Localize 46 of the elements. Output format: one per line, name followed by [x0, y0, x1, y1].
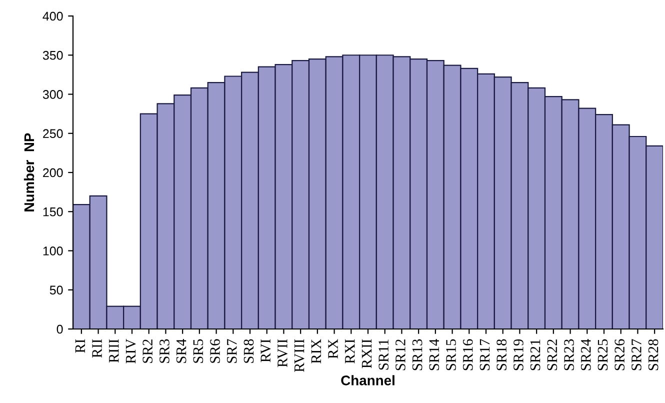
x-tick-label: RI [75, 339, 85, 353]
x-tick-label: RXII [362, 339, 372, 368]
y-tick-label: 350 [42, 50, 63, 60]
x-tick-label: SR21 [530, 340, 540, 370]
x-tick-label: SR16 [462, 339, 473, 370]
x-tick-label: SR13 [412, 339, 422, 370]
x-tick-label: SR11 [378, 340, 389, 370]
x-tick-label: SR23 [564, 339, 574, 370]
y-tick-label: 250 [43, 129, 63, 138]
x-tick-label: SR2 [142, 340, 153, 363]
x-tick-label: SR14 [429, 338, 440, 370]
y-tick-label: 50 [50, 286, 63, 295]
y-tick-label: 300 [42, 90, 63, 99]
x-tick-label: RIX [311, 338, 321, 364]
x-tick-label: SR25 [598, 339, 608, 370]
y-tick-label: 150 [43, 207, 63, 216]
y-tick-label: 100 [43, 246, 63, 256]
x-tick-label: SR6 [210, 339, 220, 363]
y-tick-label: 200 [43, 168, 63, 178]
y-axis-title: Number NP [24, 133, 34, 212]
x-tick-label: SR22 [547, 340, 558, 370]
x-tick-label: SR27 [632, 339, 642, 370]
x-tick-label: SR18 [496, 339, 507, 370]
x-tick-label: SR5 [193, 339, 204, 363]
y-tick-label: 0 [56, 324, 63, 334]
x-tick-label: SR19 [514, 339, 524, 370]
x-tick-label: SR7 [226, 339, 237, 363]
x-tick-label: RII [92, 339, 102, 358]
x-tick-label: SR3 [160, 339, 170, 363]
y-tick-label: 400 [42, 12, 63, 21]
x-tick-label: RXI [345, 339, 355, 364]
x-tick-label: SR17 [480, 339, 490, 370]
x-axis-title: Channel [341, 375, 394, 386]
x-tick-label: RX [328, 338, 338, 359]
x-tick-label: SR24 [580, 338, 591, 370]
x-tick-label: SR28 [648, 339, 658, 370]
x-tick-label: SR4 [176, 338, 186, 363]
x-tick-label: SR26 [614, 339, 625, 370]
x-tick-label: RIV [126, 338, 136, 364]
x-tick-label: RIII [109, 339, 119, 363]
x-tick-label: RVII [278, 339, 288, 368]
x-tick-label: RVIII [294, 339, 304, 372]
x-tick-label: SR8 [244, 339, 254, 363]
x-tick-label: SR12 [396, 340, 406, 370]
x-tick-label: SR15 [446, 339, 456, 370]
x-tick-label: RVI [260, 339, 271, 362]
